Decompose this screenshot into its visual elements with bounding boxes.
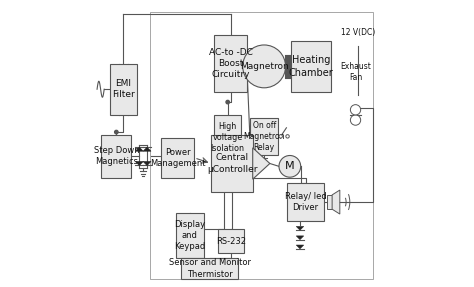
Text: 12 V(DC): 12 V(DC) [341,28,375,37]
Text: Central
μController: Central μController [207,154,257,174]
Text: Heating
Chamber: Heating Chamber [289,55,334,77]
Polygon shape [253,148,270,179]
Bar [287,183,324,221]
Polygon shape [143,147,151,151]
Circle shape [226,100,229,104]
Bar [211,135,253,192]
Polygon shape [332,190,340,214]
Text: AC-to -DC
Boost
Circuitry: AC-to -DC Boost Circuitry [209,48,253,79]
Circle shape [243,45,285,88]
Text: Exhaust
Fan: Exhaust Fan [340,62,371,82]
Bar [110,63,137,115]
Bar [291,41,331,92]
Bar [175,214,204,258]
Bar [214,115,241,161]
Polygon shape [296,245,304,249]
Bar [161,138,194,178]
Polygon shape [135,147,143,151]
Circle shape [115,130,118,134]
Text: Sensor and Monitor
Thermistor: Sensor and Monitor Thermistor [169,258,251,278]
Text: EMI
Filter: EMI Filter [112,79,135,99]
Text: Power
Management: Power Management [150,148,206,168]
Circle shape [279,156,301,177]
Polygon shape [135,162,143,166]
Text: Magnetron: Magnetron [240,62,289,71]
Bar [101,135,131,178]
Bar [150,12,373,279]
Polygon shape [296,236,304,240]
Circle shape [279,135,283,138]
Circle shape [286,135,289,138]
Bar [285,55,291,78]
Bar [250,118,278,155]
Circle shape [350,105,361,115]
Bar [219,229,244,253]
Polygon shape [296,226,304,230]
Text: Relay/ led
Driver: Relay/ led Driver [285,192,327,212]
Bar [214,35,247,92]
Bar [182,258,238,279]
Polygon shape [327,195,332,209]
Text: Display
and
Keypad: Display and Keypad [174,220,206,251]
Polygon shape [143,162,151,166]
Text: RS-232: RS-232 [216,237,246,246]
Text: M: M [285,161,295,171]
Circle shape [350,115,361,125]
Text: Step Down
Magnetics: Step Down Magnetics [93,146,139,166]
Text: High
voltage
Isolation: High voltage Isolation [211,122,245,153]
Text: On off
Magnetron
Relay: On off Magnetron Relay [243,121,285,152]
